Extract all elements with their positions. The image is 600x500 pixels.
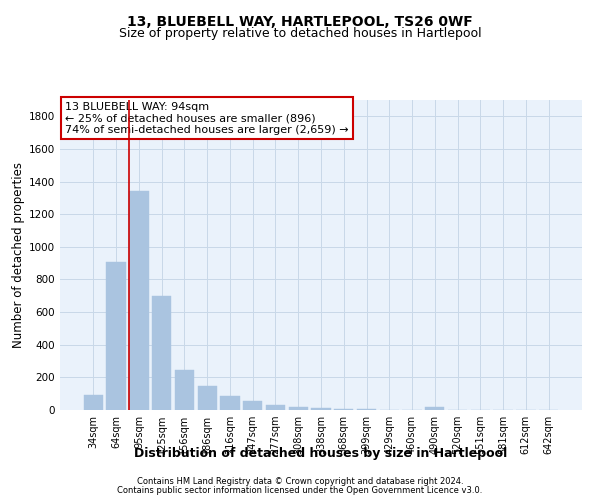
Bar	[334, 408, 353, 410]
Text: Distribution of detached houses by size in Hartlepool: Distribution of detached houses by size …	[134, 448, 508, 460]
Bar	[197, 386, 217, 410]
Bar	[266, 406, 285, 410]
Bar	[357, 409, 376, 410]
Bar	[84, 396, 103, 410]
Bar	[311, 408, 331, 410]
Y-axis label: Number of detached properties: Number of detached properties	[12, 162, 25, 348]
Bar	[220, 396, 239, 410]
Text: Contains HM Land Registry data © Crown copyright and database right 2024.: Contains HM Land Registry data © Crown c…	[137, 478, 463, 486]
Text: Contains public sector information licensed under the Open Government Licence v3: Contains public sector information licen…	[118, 486, 482, 495]
Bar	[106, 262, 126, 410]
Text: Size of property relative to detached houses in Hartlepool: Size of property relative to detached ho…	[119, 28, 481, 40]
Text: 13 BLUEBELL WAY: 94sqm
← 25% of detached houses are smaller (896)
74% of semi-de: 13 BLUEBELL WAY: 94sqm ← 25% of detached…	[65, 102, 349, 134]
Text: 13, BLUEBELL WAY, HARTLEPOOL, TS26 0WF: 13, BLUEBELL WAY, HARTLEPOOL, TS26 0WF	[127, 15, 473, 29]
Bar	[152, 296, 172, 410]
Bar	[289, 407, 308, 410]
Bar	[175, 370, 194, 410]
Bar	[243, 400, 262, 410]
Bar	[425, 406, 445, 410]
Bar	[129, 190, 149, 410]
